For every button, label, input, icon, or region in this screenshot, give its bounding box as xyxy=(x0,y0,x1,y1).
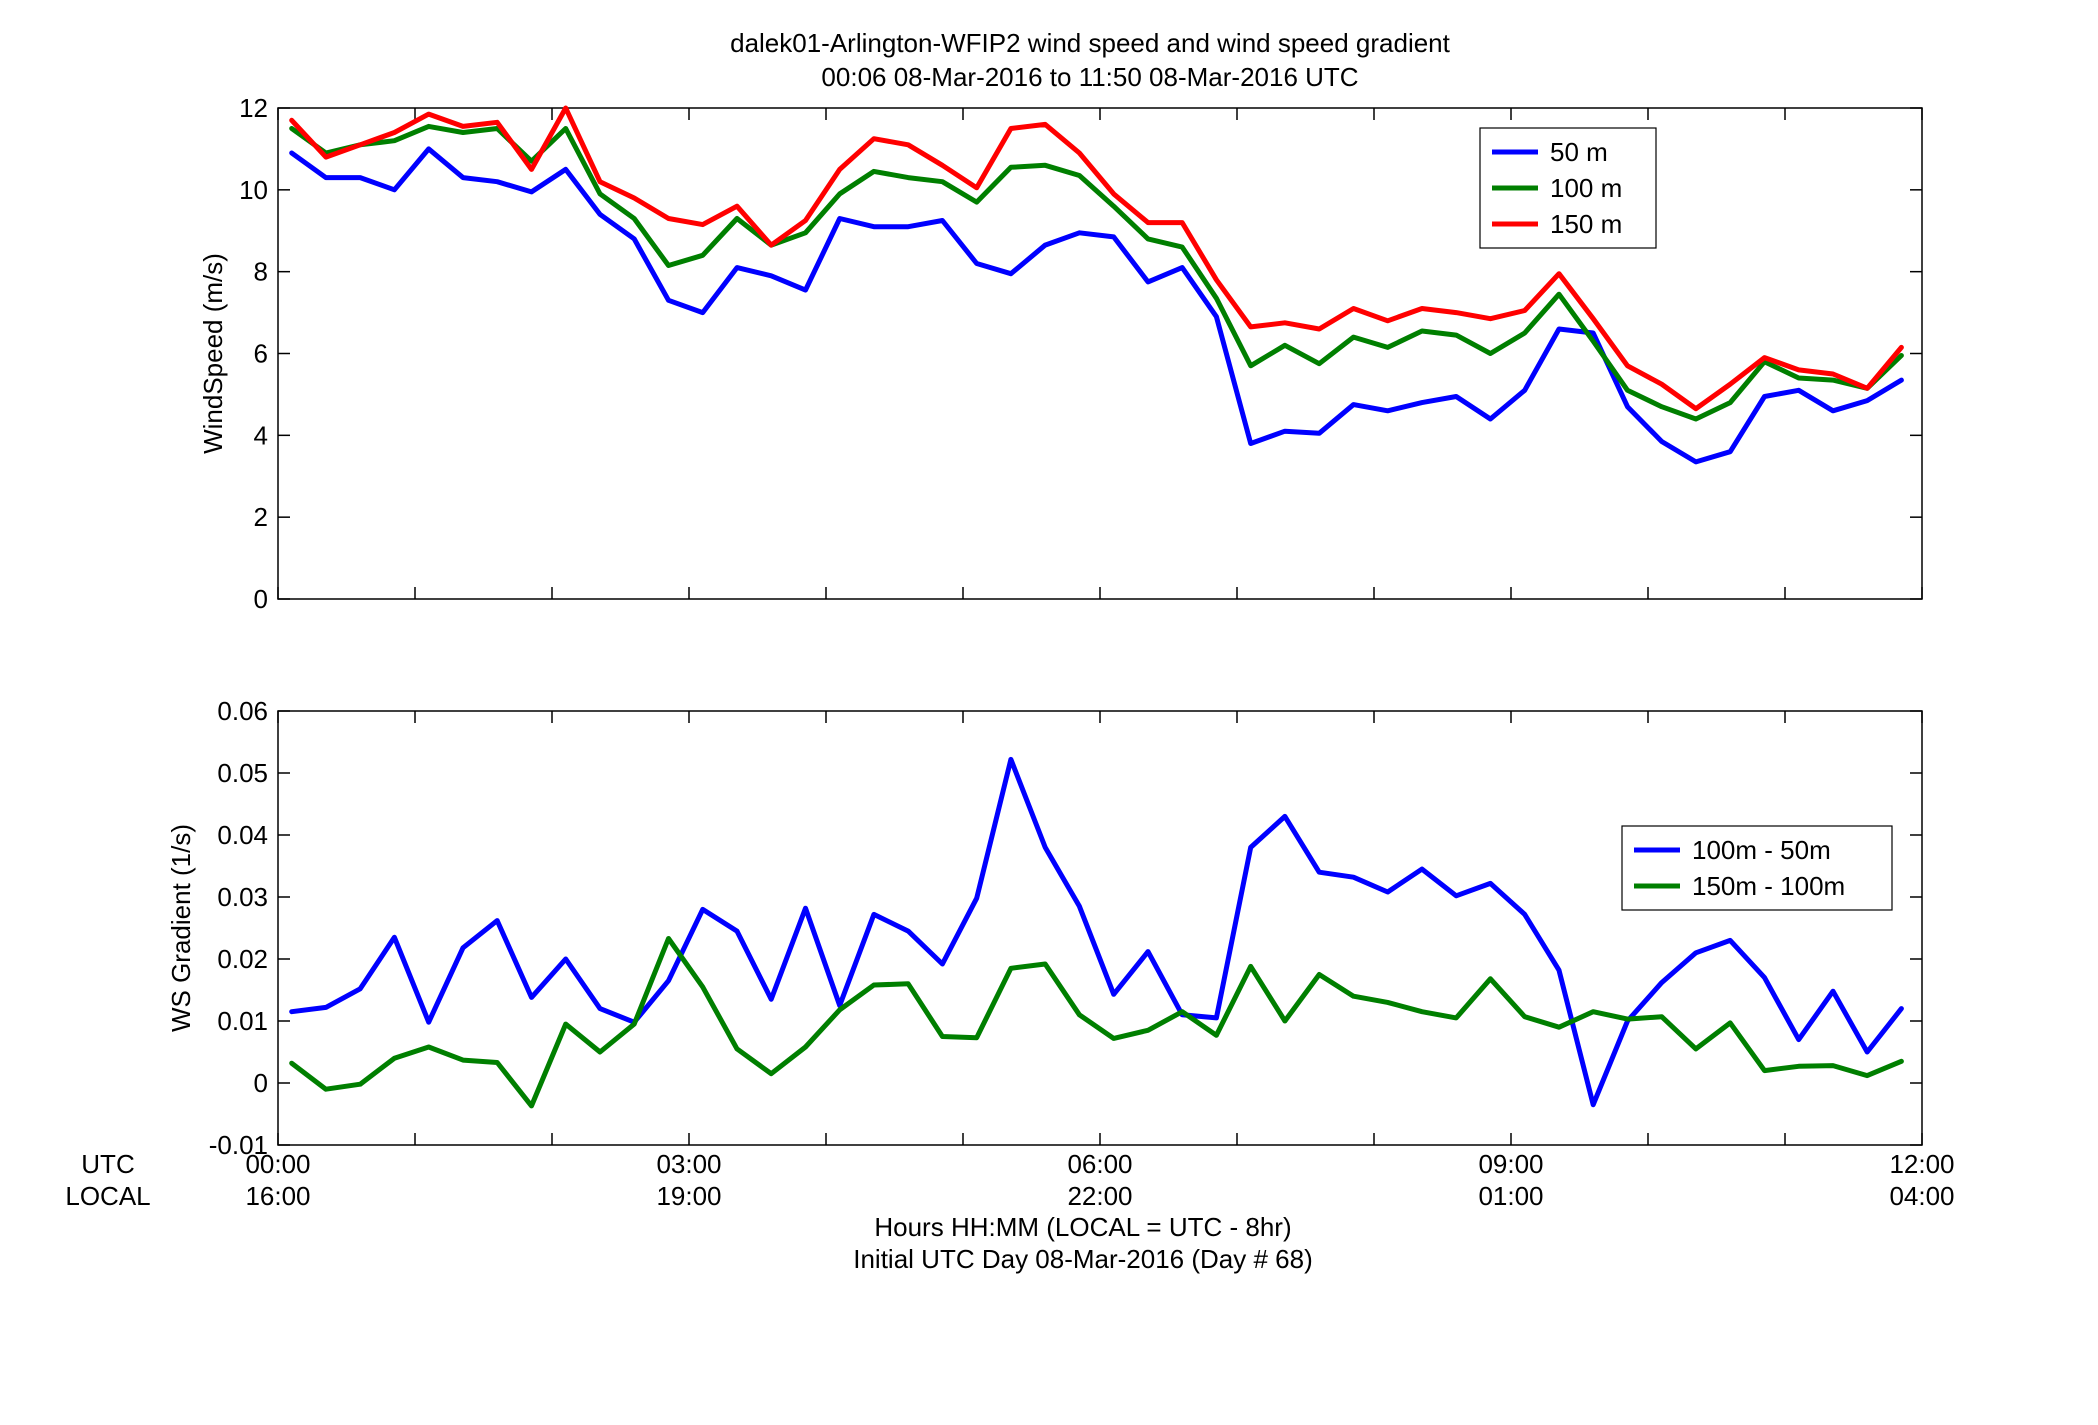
x-tick-label-local: 22:00 xyxy=(1067,1181,1132,1211)
y-tick-label: 6 xyxy=(254,339,268,369)
y-tick-label: 2 xyxy=(254,502,268,532)
x-tick-label-local: 01:00 xyxy=(1478,1181,1543,1211)
y-tick-label: 10 xyxy=(239,175,268,205)
wind-speed-panel: 0 2 4 6 8 10 12 WindSpeed (m/s) 50 m 100 m 150 m xyxy=(198,93,1923,614)
y-tick-label: 0.04 xyxy=(217,820,268,850)
y-tick-label: 0.06 xyxy=(217,696,268,726)
row-label-local: LOCAL xyxy=(65,1181,150,1211)
y-tick-label: 0.05 xyxy=(217,758,268,788)
legend: 100m - 50m 150m - 100m xyxy=(1621,825,1893,911)
legend-entry: 150 m xyxy=(1550,209,1622,239)
y-tick-label: 0 xyxy=(254,1068,268,1098)
legend: 50 m 100 m 150 m xyxy=(1479,127,1657,249)
chart-title-line1: dalek01-Arlington-WFIP2 wind speed and w… xyxy=(730,28,1451,58)
chart-title-line2: 00:06 08-Mar-2016 to 11:50 08-Mar-2016 U… xyxy=(821,62,1358,92)
x-tick-label-local: 04:00 xyxy=(1889,1181,1954,1211)
series-line-150-m xyxy=(289,105,1904,412)
legend-entry: 150m - 100m xyxy=(1692,871,1845,901)
y-tick-label: 8 xyxy=(254,257,268,287)
x-tick-label-local: 16:00 xyxy=(245,1181,310,1211)
y-tick-label: 4 xyxy=(254,420,268,450)
legend-entry: 100m - 50m xyxy=(1692,835,1831,865)
series-line-100-m xyxy=(289,123,1904,422)
x-axis-label-line2: Initial UTC Day 08-Mar-2016 (Day # 68) xyxy=(853,1244,1313,1274)
x-axis-label-line1: Hours HH:MM (LOCAL = UTC - 8hr) xyxy=(874,1212,1291,1242)
y-axis-label: WS Gradient (1/s) xyxy=(166,824,196,1032)
wind-gradient-panel: -0.01 0 0.01 0.02 0.03 0.04 0.05 0.06 WS Gradien… xyxy=(166,696,1923,1160)
x-tick-label-utc: 12:00 xyxy=(1889,1149,1954,1179)
x-tick-label-utc: 03:00 xyxy=(656,1149,721,1179)
x-tick-label-local: 19:00 xyxy=(656,1181,721,1211)
x-tick-label-utc: 09:00 xyxy=(1478,1149,1543,1179)
y-tick-label: 0.02 xyxy=(217,944,268,974)
y-tick-label: 0.01 xyxy=(217,1006,268,1036)
series-line-150m-100m xyxy=(289,936,1904,1109)
plot-area xyxy=(277,107,1923,600)
row-label-utc: UTC xyxy=(81,1149,134,1179)
legend-entry: 100 m xyxy=(1550,173,1622,203)
legend-entry: 50 m xyxy=(1550,137,1608,167)
legend-box xyxy=(1621,825,1893,911)
plot-area xyxy=(277,710,1923,1146)
series-line-100m-50m xyxy=(289,756,1904,1108)
y-tick-label: 0 xyxy=(254,584,268,614)
x-tick-label-utc: 00:00 xyxy=(245,1149,310,1179)
y-tick-label: -0.01 xyxy=(209,1130,268,1160)
y-tick-label: 0.03 xyxy=(217,882,268,912)
y-tick-label: 12 xyxy=(239,93,268,123)
series-line-50-m xyxy=(289,146,1904,465)
x-tick-label-utc: 06:00 xyxy=(1067,1149,1132,1179)
y-axis-label: WindSpeed (m/s) xyxy=(198,253,228,454)
